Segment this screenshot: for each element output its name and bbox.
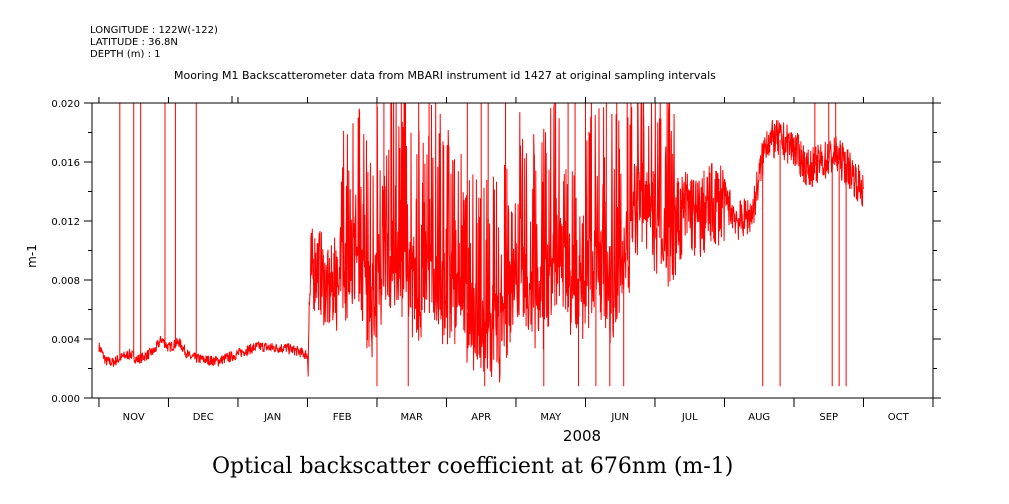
x-tick-label: NOV [123,412,145,423]
y-tick-label: 0.000 [51,394,80,405]
bottom-title: Optical backscatter coefficient at 676nm… [212,454,734,479]
x-axis: NOV DEC JAN FEB MAR APR MAY JUN JUL AUG SEP OCT [98,97,934,423]
x-tick-label: MAY [540,412,562,423]
y-tick-label: 0.016 [51,158,80,169]
x-tick-label: MAR [401,412,423,423]
x-tick-label: JUN [610,412,629,423]
y-tick-label: 0.012 [51,217,80,228]
x-tick-label: AUG [748,412,770,423]
x-tick-label: APR [471,412,491,423]
y-tick-label: 0.008 [51,276,80,287]
y-axis: 0.000 0.004 0.008 0.012 0.016 0.020 [51,99,941,405]
x-tick-label: OCT [888,412,910,423]
plot-title: Mooring M1 Backscatterometer data from M… [174,69,716,82]
y-tick-label: 0.004 [51,335,80,346]
series-layer [98,102,864,387]
header-longitude: LONGITUDE : 122W(-122) [90,25,218,36]
header-depth: DEPTH (m) : 1 [90,49,161,60]
x-tick-label: DEC [193,412,214,423]
x-tick-label: JUL [681,412,698,423]
x-tick-label: SEP [819,412,838,423]
x-tick-label: JAN [263,412,281,423]
y-tick-label: 0.020 [51,99,80,110]
header-latitude: LATITUDE : 36.8N [90,37,178,48]
y-axis-label: m-1 [25,244,39,268]
x-axis-label: 2008 [563,427,601,445]
x-tick-label: FEB [333,412,352,423]
